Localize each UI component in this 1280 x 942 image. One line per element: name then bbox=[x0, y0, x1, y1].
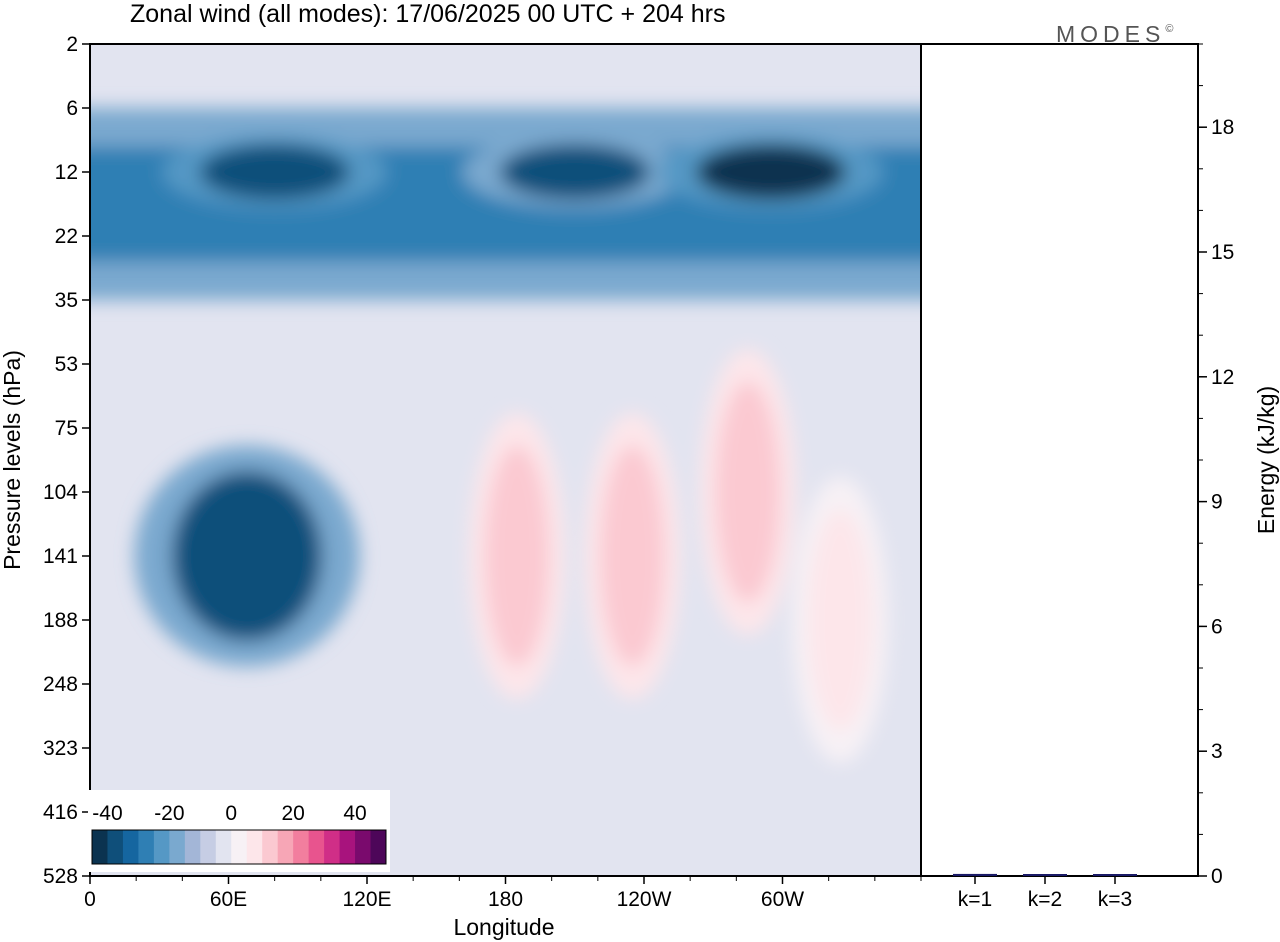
wind-feature-5 bbox=[485, 446, 550, 666]
wind-feature-2 bbox=[499, 144, 650, 200]
energy-category-label: k=1 bbox=[958, 888, 992, 911]
colorbar-tick-label: 40 bbox=[343, 802, 366, 825]
wind-feature-8 bbox=[808, 510, 873, 730]
colorbar-swatch bbox=[184, 830, 201, 864]
energy-bar bbox=[953, 873, 997, 876]
colorbar-tick-label: 0 bbox=[225, 802, 237, 825]
x-axis: 0 60E 120E 180 120W 60W bbox=[84, 876, 922, 911]
energy-tick-label: 9 bbox=[1211, 491, 1223, 514]
energy-tick-label: 12 bbox=[1211, 366, 1234, 389]
colorbar-swatch bbox=[339, 830, 356, 864]
modes-logo: MODES© bbox=[1056, 21, 1178, 47]
colorbar-swatch bbox=[355, 830, 372, 864]
y-tick-label: 6 bbox=[66, 97, 78, 120]
energy-tick-label: 15 bbox=[1211, 241, 1234, 264]
energy-category-label: k=2 bbox=[1028, 888, 1062, 911]
colorbar-swatch bbox=[200, 830, 217, 864]
x-tick-label: 180 bbox=[488, 888, 523, 911]
colorbar-swatch bbox=[122, 830, 139, 864]
wind-feature-6 bbox=[600, 446, 665, 666]
y-tick-label: 53 bbox=[55, 353, 78, 376]
colorbar-frame bbox=[91, 829, 387, 865]
x-tick-label: 60E bbox=[210, 888, 247, 911]
wind-feature-3 bbox=[695, 144, 846, 200]
y-tick-label: 35 bbox=[55, 289, 78, 312]
colorbar-swatch bbox=[370, 830, 387, 864]
y-tick-label: 75 bbox=[55, 417, 78, 440]
energy-bar bbox=[1023, 874, 1067, 876]
colorbar-tick-label: -20 bbox=[154, 802, 184, 825]
y-tick-label: 104 bbox=[43, 481, 78, 504]
colorbar-swatch bbox=[262, 830, 279, 864]
energy-panel-frame bbox=[920, 43, 1199, 877]
y-axis-label: Pressure levels (hPa) bbox=[0, 350, 25, 570]
y-tick-label: 528 bbox=[43, 865, 78, 888]
colorbar-swatch bbox=[153, 830, 170, 864]
x-tick-label: 0 bbox=[84, 888, 96, 911]
energy-tick-label: 3 bbox=[1211, 740, 1223, 763]
colorbar-tick-label: 20 bbox=[281, 802, 304, 825]
colorbar-swatch bbox=[324, 830, 341, 864]
y-tick-label: 323 bbox=[43, 737, 78, 760]
y-tick-label: 416 bbox=[43, 801, 78, 824]
y-tick-label: 188 bbox=[43, 609, 78, 632]
colorbar-swatch bbox=[215, 830, 232, 864]
x-tick-label: 120W bbox=[617, 888, 672, 911]
colorbar-swatch bbox=[231, 830, 248, 864]
colorbar-swatch bbox=[169, 830, 186, 864]
energy-panel: 0 3 6 9 12 15 18 k=1 k=2 k=3 bbox=[953, 43, 1234, 911]
energy-bar bbox=[1093, 874, 1137, 876]
colorbar: -40 -20 0 20 40 bbox=[88, 790, 390, 872]
x-axis-label: Longitude bbox=[453, 914, 554, 940]
y-tick-label: 141 bbox=[43, 545, 78, 568]
energy-category-label: k=3 bbox=[1098, 888, 1132, 911]
colorbar-swatch bbox=[107, 830, 124, 864]
field-layer bbox=[90, 108, 921, 763]
y-tick-label: 22 bbox=[55, 225, 78, 248]
wind-feature-1 bbox=[199, 144, 350, 200]
energy-tick-label: 0 bbox=[1211, 865, 1223, 888]
energy-tick-label: 6 bbox=[1211, 615, 1223, 638]
colorbar-swatch bbox=[277, 830, 294, 864]
colorbar-swatch bbox=[308, 830, 325, 864]
y-axis: 2 6 12 22 35 53 75 104 141 188 248 323 416 528 bbox=[43, 33, 90, 888]
x-tick-label: 60W bbox=[761, 888, 804, 911]
wind-feature-7 bbox=[715, 382, 780, 602]
wind-feature-4 bbox=[171, 471, 322, 641]
colorbar-swatch bbox=[246, 830, 263, 864]
x-tick-label: 120E bbox=[342, 888, 391, 911]
colorbar-swatch bbox=[293, 830, 310, 864]
chart-title: Zonal wind (all modes): 17/06/2025 00 UT… bbox=[130, 0, 725, 28]
colorbar-swatch bbox=[92, 830, 108, 864]
wind-field bbox=[90, 44, 921, 876]
energy-tick-label: 18 bbox=[1211, 116, 1234, 139]
y-tick-label: 248 bbox=[43, 673, 78, 696]
energy-axis-label: Energy (kJ/kg) bbox=[1253, 386, 1279, 534]
y-tick-label: 12 bbox=[55, 161, 78, 184]
y-tick-label: 2 bbox=[66, 33, 78, 56]
colorbar-tick-label: -40 bbox=[92, 802, 122, 825]
colorbar-swatch bbox=[138, 830, 155, 864]
